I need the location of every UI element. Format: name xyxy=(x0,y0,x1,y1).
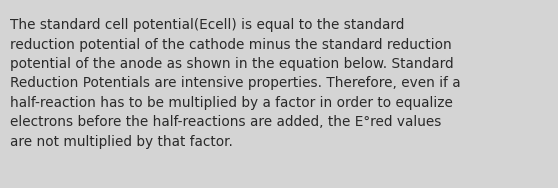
Text: Reduction Potentials are intensive properties. Therefore, even if a: Reduction Potentials are intensive prope… xyxy=(10,77,460,90)
Text: reduction potential of the cathode minus the standard reduction: reduction potential of the cathode minus… xyxy=(10,37,452,52)
Text: half-reaction has to be multiplied by a factor in order to equalize: half-reaction has to be multiplied by a … xyxy=(10,96,453,110)
Text: The standard cell potential(Ecell) is equal to the standard: The standard cell potential(Ecell) is eq… xyxy=(10,18,405,32)
Text: are not multiplied by that factor.: are not multiplied by that factor. xyxy=(10,135,233,149)
Text: electrons before the half-reactions are added, the E°red values: electrons before the half-reactions are … xyxy=(10,115,441,130)
Text: potential of the anode as shown in the equation below. Standard: potential of the anode as shown in the e… xyxy=(10,57,454,71)
